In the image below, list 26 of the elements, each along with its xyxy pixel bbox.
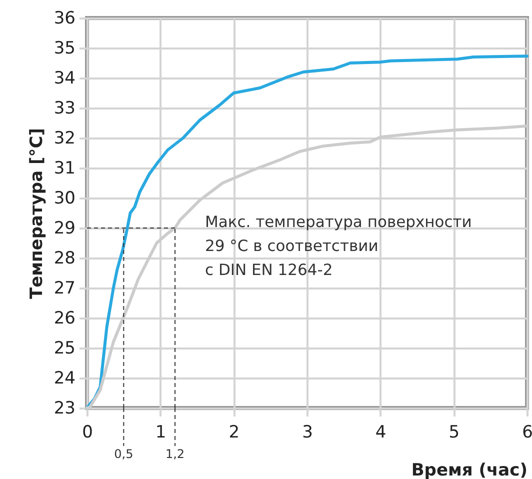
annotation: Макс. температура поверхности 29 °C в соответствии с DIN EN 1264-2 xyxy=(205,213,472,279)
x-tick-label: 1 xyxy=(155,422,166,442)
y-axis-title: Температура [°C] xyxy=(26,128,47,299)
x-tick-label: 6 xyxy=(522,422,532,442)
ref-line-label: 0,5 xyxy=(114,447,134,461)
ref-line-label: 1,2 xyxy=(165,447,185,461)
y-tick-label: 34 xyxy=(54,68,76,88)
y-tick-label: 27 xyxy=(54,278,76,298)
x-tick-label: 5 xyxy=(448,422,460,442)
y-tick-label: 32 xyxy=(54,128,76,148)
x-tick-label: 0 xyxy=(82,422,93,442)
x-tick-label: 2 xyxy=(228,422,240,442)
y-tick-label: 24 xyxy=(54,368,76,388)
x-tick-label: 4 xyxy=(375,422,386,442)
y-tick-label: 30 xyxy=(54,188,76,208)
y-tick-label: 23 xyxy=(54,398,76,418)
y-tick-label: 31 xyxy=(54,158,76,178)
x-tick-label: 3 xyxy=(302,422,313,442)
y-tick-label: 29 xyxy=(54,218,76,238)
y-tick-label: 25 xyxy=(54,338,76,358)
y-tick-label: 28 xyxy=(54,248,76,268)
x-axis-title: Время (час) xyxy=(411,460,528,479)
y-tick-label: 36 xyxy=(54,8,76,28)
y-tick-label: 35 xyxy=(54,38,76,58)
y-tick-label: 33 xyxy=(54,98,76,118)
y-tick-label: 26 xyxy=(54,308,76,328)
